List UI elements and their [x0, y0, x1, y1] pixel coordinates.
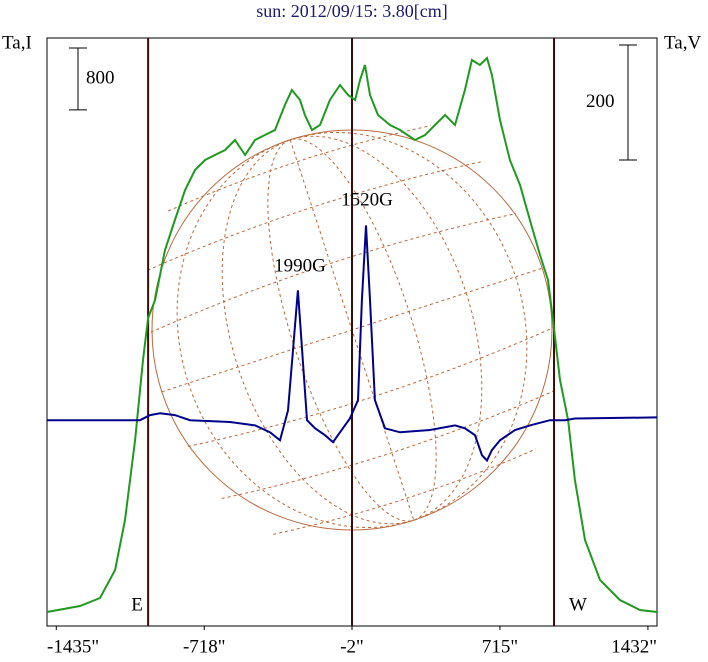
scale-bar-label: 800 — [86, 67, 115, 88]
annotation: 1990G — [274, 255, 326, 276]
annotation: 1520G — [341, 189, 393, 210]
series-line — [46, 56, 658, 613]
y2-axis-label: Ta,V — [664, 32, 701, 53]
scale-bar — [69, 47, 87, 111]
annotation: W — [569, 594, 587, 615]
chart-title: sun: 2012/09/15: 3.80[cm] — [256, 1, 448, 21]
scale-bar-label: 200 — [586, 91, 615, 112]
x-tick-label: -718" — [183, 636, 226, 657]
y-axis-label: Ta,I — [2, 32, 32, 53]
x-tick-label: 715" — [482, 636, 518, 657]
x-tick-label: 1432" — [611, 636, 657, 657]
series-line — [47, 225, 658, 463]
parallels — [147, 125, 557, 535]
x-tick-label: -1435" — [47, 636, 99, 657]
annotation: E — [131, 594, 143, 615]
scale-bar — [619, 44, 637, 161]
x-tick-label: -2" — [340, 636, 364, 657]
